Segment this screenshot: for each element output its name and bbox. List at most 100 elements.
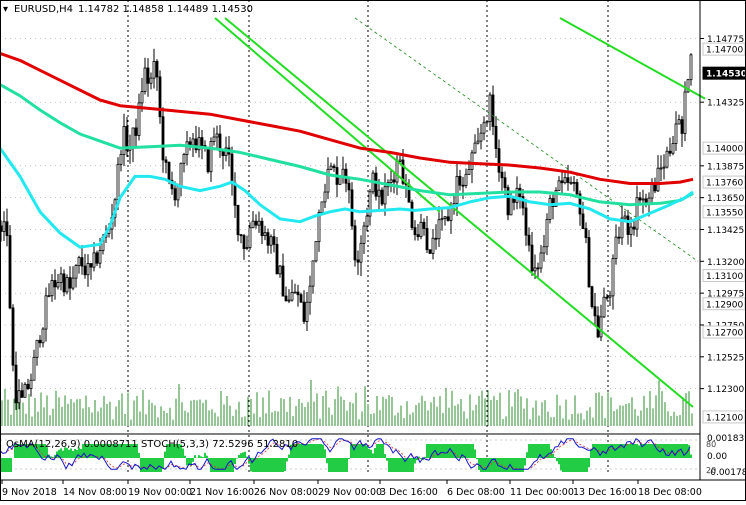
candle-body-bull <box>395 160 399 183</box>
candle <box>20 382 24 398</box>
candle-body-bear <box>566 177 570 183</box>
candle-body-bull <box>650 183 654 199</box>
candle-body-bear <box>500 171 504 179</box>
candle <box>137 93 141 141</box>
candle <box>89 263 93 280</box>
candle-body-bull <box>419 221 423 238</box>
candle <box>458 169 462 191</box>
time-tick-label: 11 Dec 00:00 <box>510 487 574 498</box>
candle <box>161 107 165 173</box>
candle-body-bull <box>629 226 633 235</box>
candle-body-bull <box>86 263 90 276</box>
candle <box>197 127 201 158</box>
candle-body-bull <box>44 295 48 330</box>
candle-body-bear <box>53 280 57 288</box>
candle <box>305 292 309 331</box>
candle-body-bull <box>287 299 291 302</box>
candle <box>311 260 315 294</box>
trend-channel-lines[interactable] <box>214 17 706 408</box>
candle-body-bear <box>560 180 564 184</box>
candle-body-bull <box>464 173 468 186</box>
time-tick-label: 13 Dec 16:00 <box>573 487 637 498</box>
candle <box>317 209 321 252</box>
candle <box>86 254 90 287</box>
candle <box>236 204 240 242</box>
level-price-label: 1.12100 <box>706 413 743 423</box>
candle <box>536 262 540 280</box>
candle-body-bear <box>458 175 462 186</box>
candle-body-bear <box>494 125 498 150</box>
candle-body-bear <box>572 181 576 184</box>
candle <box>302 290 306 324</box>
candle <box>29 373 33 397</box>
candle <box>566 164 570 191</box>
price-tick-label: 1.14325 <box>707 99 744 109</box>
candle-body-bull <box>179 162 183 187</box>
candle <box>320 201 324 214</box>
candle <box>542 235 546 262</box>
candle-body-bull <box>191 138 195 146</box>
candle <box>434 224 438 250</box>
candle-body-bull <box>467 169 471 175</box>
candle-body-bull <box>197 137 201 151</box>
price-tick-label: 1.13200 <box>707 258 744 268</box>
candle-body-bear <box>272 236 276 245</box>
osma-axis-label: 0.00 <box>707 452 727 462</box>
candle-body-bear <box>461 184 465 187</box>
channel-line <box>224 17 694 408</box>
candle <box>569 176 573 186</box>
moving-averages[interactable] <box>0 51 694 249</box>
candle-body-bull <box>599 316 603 338</box>
channel-line <box>214 17 441 213</box>
candle-body-bull <box>608 295 612 298</box>
time-tick-label: 21 Nov 16:00 <box>190 487 254 498</box>
price-axis[interactable]: 1.14775 1.14325 1.13875 1.13650 1.13425 1.132… <box>699 0 746 480</box>
candle <box>416 224 420 241</box>
candle-body-bear <box>254 220 258 226</box>
candle <box>308 275 312 315</box>
candle-body-bear <box>446 216 450 221</box>
candle <box>572 175 576 192</box>
candle-body-bear <box>161 116 165 161</box>
level-price-label: 1.13760 <box>706 179 743 189</box>
candle-body-bull <box>689 54 693 81</box>
candle <box>296 284 300 307</box>
candle-body-bull <box>431 237 435 254</box>
candle-body-bear <box>413 227 417 236</box>
candle <box>680 116 684 148</box>
candle-body-bear <box>416 234 420 238</box>
candlesticks[interactable] <box>0 48 693 411</box>
stoch-level-label: 80 <box>706 440 716 449</box>
candle-body-bear <box>353 225 357 261</box>
candle-body-bear <box>578 193 582 215</box>
candle <box>605 294 609 301</box>
candle-body-bull <box>293 291 297 294</box>
candle <box>506 184 510 221</box>
price-tick-label: 1.12300 <box>707 385 744 395</box>
candle <box>350 182 354 230</box>
candle-body-bull <box>32 356 36 381</box>
candle-body-bull <box>662 166 666 169</box>
ma-red-line <box>0 51 694 185</box>
candle-body-bull <box>362 225 366 244</box>
candle-body-bull <box>251 220 255 229</box>
candle <box>674 111 678 151</box>
candle-body-bear <box>581 213 585 230</box>
candle <box>32 349 36 381</box>
osma-panel[interactable] <box>0 433 700 472</box>
candle-body-bear <box>206 147 210 173</box>
candle-body-bull <box>71 277 75 289</box>
candle-body-bear <box>8 235 12 309</box>
candle <box>575 179 579 196</box>
candle-body-bear <box>155 61 159 78</box>
candle-body-bull <box>320 201 324 213</box>
candle-body-bull <box>383 186 387 205</box>
candle <box>413 220 417 241</box>
time-tick-label: 6 Dec 08:00 <box>447 487 505 498</box>
candle <box>293 283 297 294</box>
level-price-label: 1.13100 <box>706 272 743 282</box>
candle <box>599 304 603 341</box>
